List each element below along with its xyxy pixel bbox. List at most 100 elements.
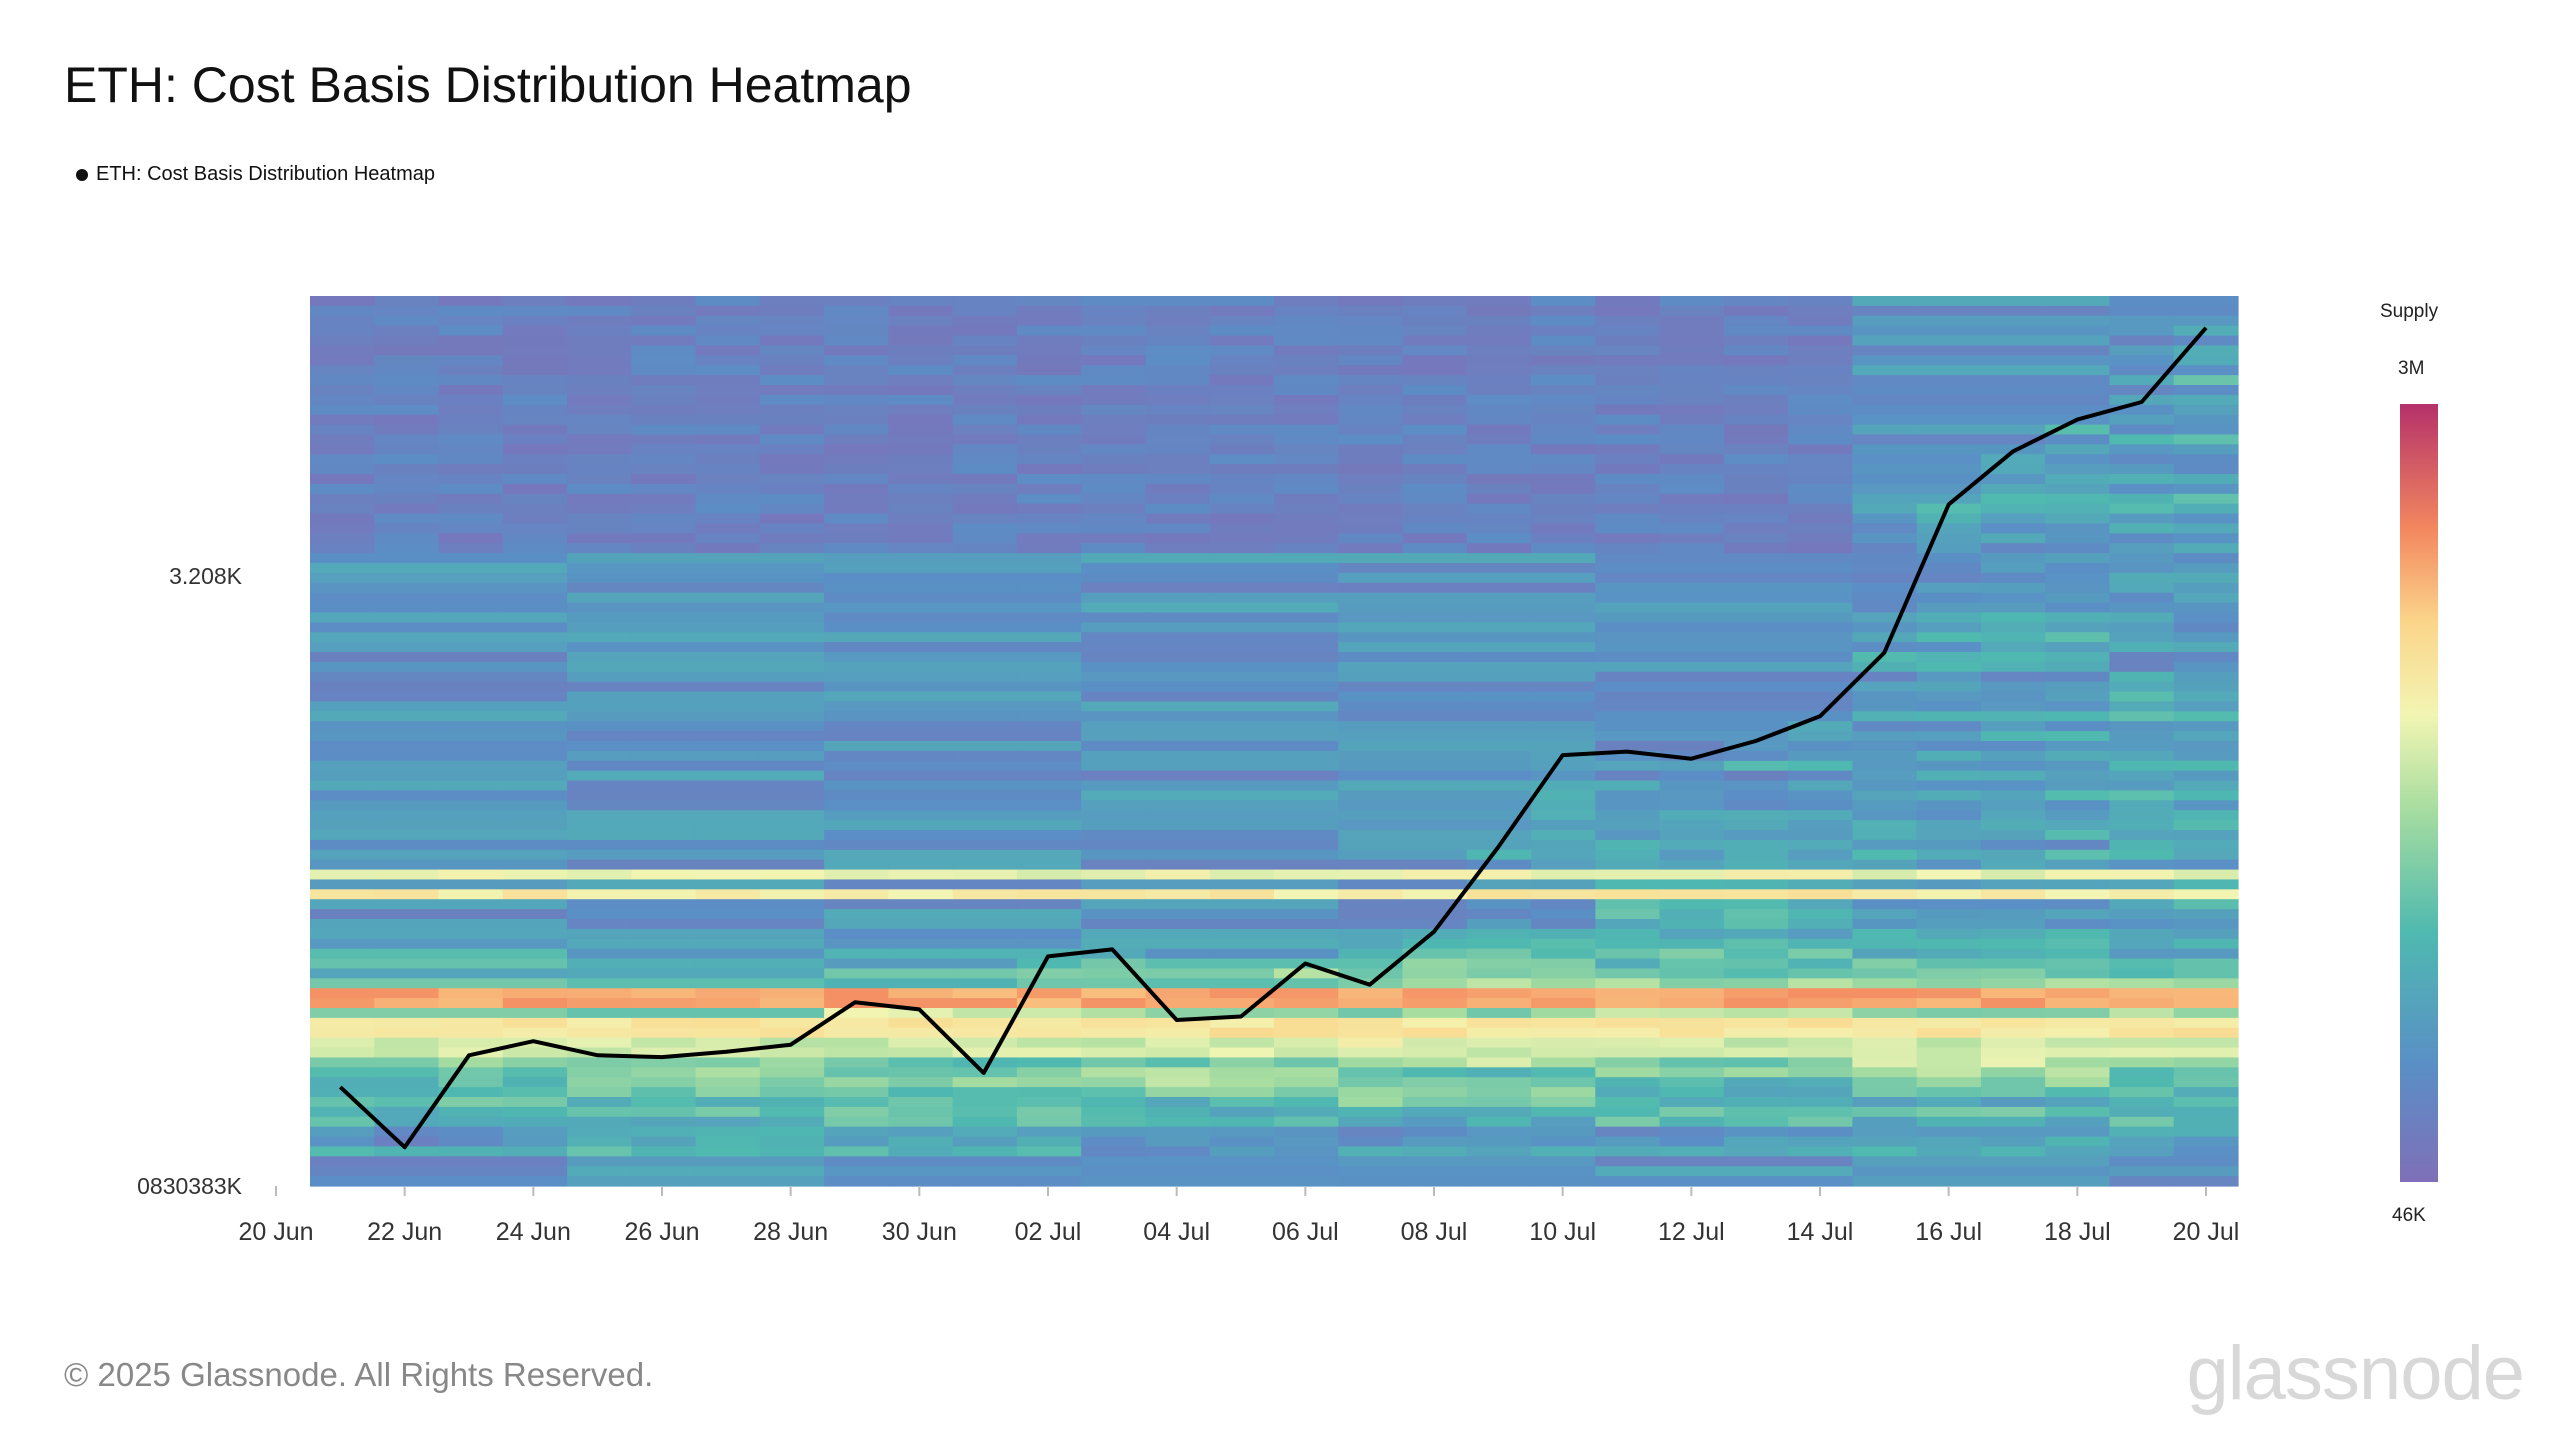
heatmap-cell (1466, 424, 1532, 436)
heatmap-cell (2045, 879, 2111, 890)
heatmap-cell (1466, 1097, 1532, 1108)
heatmap-cell (1274, 879, 1339, 890)
heatmap-cell (1209, 652, 1275, 663)
heatmap-cell (1274, 642, 1339, 653)
heatmap-cell (1595, 582, 1661, 594)
heatmap-cell (1980, 296, 2046, 307)
heatmap-cell (1016, 1176, 1082, 1187)
heatmap-cell (1595, 938, 1661, 950)
heatmap-cell (1274, 602, 1339, 614)
heatmap-cell (1980, 770, 2046, 782)
heatmap-cell (374, 770, 440, 782)
heatmap-cell (1852, 889, 1918, 900)
heatmap-cell (759, 1166, 825, 1177)
heatmap-cell (1723, 404, 1789, 416)
heatmap-cell (1016, 652, 1082, 663)
heatmap-cell (1145, 741, 1211, 752)
heatmap-cell (2045, 503, 2111, 515)
heatmap-cell (1595, 711, 1661, 722)
heatmap-cell (567, 909, 632, 920)
heatmap-cell (2045, 454, 2111, 465)
heatmap-cell (1916, 919, 1982, 930)
heatmap-cell (1531, 681, 1596, 693)
heatmap-cell (502, 731, 568, 742)
heatmap-cell (1659, 938, 1725, 950)
heatmap-cell (759, 345, 825, 356)
heatmap-cell (438, 998, 504, 1009)
heatmap-cell (374, 464, 440, 475)
heatmap-cell (1916, 1047, 1982, 1059)
heatmap-cell (1466, 671, 1532, 683)
heatmap-cell (1788, 375, 1853, 386)
heatmap-cell (1145, 483, 1211, 495)
heatmap-cell (631, 385, 697, 396)
heatmap-cell (2173, 1176, 2239, 1187)
heatmap-cell (438, 1067, 504, 1078)
heatmap-cell (502, 820, 568, 831)
heatmap-cell (1531, 365, 1596, 376)
heatmap-cell (1595, 800, 1661, 811)
heatmap-cell (1723, 1097, 1789, 1108)
heatmap-cell (1595, 889, 1661, 900)
heatmap-cell (824, 1017, 889, 1029)
heatmap-cell (952, 543, 1018, 554)
heatmap-cell (1852, 869, 1918, 881)
heatmap-cell (1852, 365, 1918, 376)
heatmap-cell (1659, 464, 1725, 475)
heatmap-cell (2045, 790, 2111, 801)
heatmap-cell (695, 582, 761, 594)
heatmap-cell (1531, 642, 1596, 653)
heatmap-cell (1145, 1008, 1211, 1019)
heatmap-cell (1209, 721, 1275, 732)
heatmap-cell (2109, 563, 2175, 574)
heatmap-cell (1980, 741, 2046, 752)
heatmap-cell (952, 978, 1018, 989)
heatmap-cell (695, 414, 761, 426)
heatmap-cell (1145, 938, 1211, 950)
heatmap-cell (695, 315, 761, 327)
heatmap-cell (824, 760, 889, 772)
heatmap-cell (502, 1146, 568, 1157)
heatmap-cell (1338, 582, 1404, 594)
heatmap-cell (1466, 780, 1532, 792)
heatmap-cell (2109, 968, 2175, 979)
heatmap-cell (1209, 741, 1275, 752)
heatmap-cell (310, 909, 375, 920)
heatmap-cell (1659, 474, 1725, 485)
heatmap-cell (310, 1047, 375, 1059)
heatmap-cell (1723, 642, 1789, 653)
heatmap-cell (1788, 849, 1853, 861)
legend[interactable]: ETH: Cost Basis Distribution Heatmap (76, 163, 435, 186)
heatmap-cell (1980, 394, 2046, 406)
heatmap-cell (2173, 513, 2239, 525)
heatmap-cell (824, 345, 889, 356)
heatmap-cell (2173, 503, 2239, 515)
heatmap-cell (310, 414, 375, 426)
heatmap-cell (952, 335, 1018, 347)
heatmap-cell (2173, 820, 2239, 831)
colorbar-max-label: 3M (2398, 358, 2425, 379)
heatmap-cell (1980, 731, 2046, 742)
heatmap-cell (1274, 533, 1339, 544)
x-tick-label: 16 Jul (1915, 1218, 1982, 1246)
heatmap-cell (374, 741, 440, 752)
heatmap-cell (888, 296, 954, 307)
heatmap-cell (1081, 553, 1147, 564)
x-tick-label: 14 Jul (1787, 1218, 1854, 1246)
heatmap-cell (1081, 444, 1147, 455)
x-tick-label: 22 Jun (367, 1218, 442, 1246)
heatmap-cell (502, 879, 568, 890)
heatmap-cell (567, 839, 632, 851)
heatmap-cell (1402, 404, 1468, 416)
heatmap-cell (438, 691, 504, 703)
heatmap-cell (438, 305, 504, 317)
heatmap-cell (374, 869, 440, 881)
heatmap-cell (438, 928, 504, 940)
heatmap-cell (1466, 325, 1532, 337)
heatmap-cell (1274, 810, 1339, 821)
heatmap-cell (438, 1027, 504, 1039)
heatmap-cell (1531, 553, 1596, 564)
heatmap-cell (1723, 434, 1789, 445)
heatmap-cell (631, 1047, 697, 1059)
